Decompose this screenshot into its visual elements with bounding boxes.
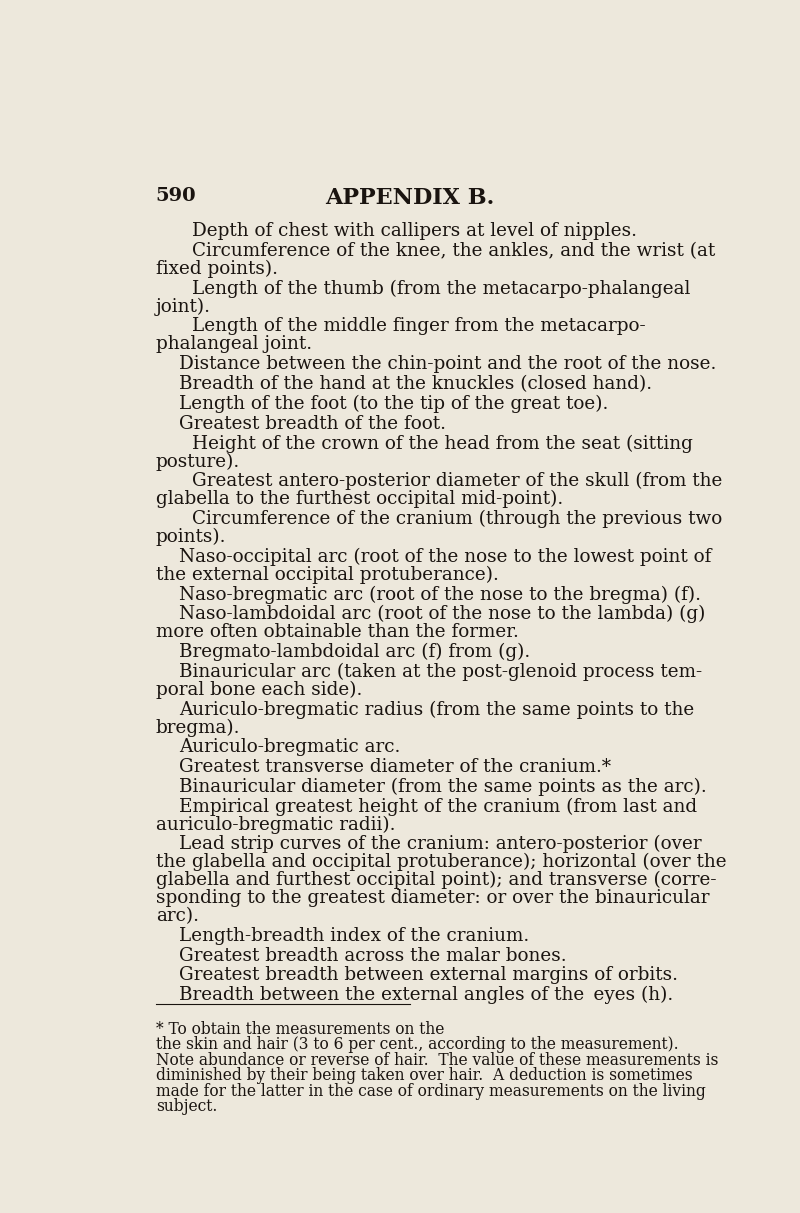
Text: joint).: joint). bbox=[156, 297, 211, 315]
Text: Height of the crown of the head from the seat (sitting: Height of the crown of the head from the… bbox=[192, 434, 693, 452]
Text: Length of the middle finger from the metacarpo-: Length of the middle finger from the met… bbox=[192, 318, 646, 336]
Text: the skin and hair (3 to 6 per cent., according to the measurement).: the skin and hair (3 to 6 per cent., acc… bbox=[156, 1036, 678, 1053]
Text: posture).: posture). bbox=[156, 452, 240, 471]
Text: Bregmato-lambdoidal arc (f) from (g).: Bregmato-lambdoidal arc (f) from (g). bbox=[179, 643, 530, 661]
Text: APPENDIX B.: APPENDIX B. bbox=[326, 187, 494, 209]
Text: poral bone each side).: poral bone each side). bbox=[156, 680, 362, 699]
Text: Depth of chest with callipers at level of nipples.: Depth of chest with callipers at level o… bbox=[192, 222, 637, 240]
Text: Auriculo-bregmatic radius (from the same points to the: Auriculo-bregmatic radius (from the same… bbox=[179, 700, 694, 718]
Text: subject.: subject. bbox=[156, 1098, 217, 1115]
Text: * To obtain the measurements on the: * To obtain the measurements on the bbox=[156, 1020, 449, 1037]
Text: more often obtainable than the former.: more often obtainable than the former. bbox=[156, 623, 518, 640]
Text: fixed points).: fixed points). bbox=[156, 260, 278, 278]
Text: made for the latter in the case of ordinary measurements on the living: made for the latter in the case of ordin… bbox=[156, 1082, 706, 1100]
Text: 590: 590 bbox=[156, 187, 197, 205]
Text: Empirical greatest height of the cranium (from last and: Empirical greatest height of the cranium… bbox=[179, 797, 698, 816]
Text: Breadth of the hand at the knuckles (closed hand).: Breadth of the hand at the knuckles (clo… bbox=[179, 375, 653, 393]
Text: Circumference of the cranium (through the previous two: Circumference of the cranium (through th… bbox=[192, 509, 722, 528]
Text: Note abundance or reverse of hair.  The value of these measurements is: Note abundance or reverse of hair. The v… bbox=[156, 1052, 718, 1069]
Text: Naso-bregmatic arc (root of the nose to the bregma) (f).: Naso-bregmatic arc (root of the nose to … bbox=[179, 586, 702, 604]
Text: Greatest breadth between external margins of orbits.: Greatest breadth between external margin… bbox=[179, 967, 678, 985]
Text: diminished by their being taken over hair.  A deduction is sometimes: diminished by their being taken over hai… bbox=[156, 1067, 693, 1084]
Text: Greatest antero-posterior diameter of the skull (from the: Greatest antero-posterior diameter of th… bbox=[192, 472, 722, 490]
Text: Length of the thumb (from the metacarpo-phalangeal: Length of the thumb (from the metacarpo-… bbox=[192, 280, 690, 298]
Text: points).: points). bbox=[156, 528, 226, 546]
Text: Lead strip curves of the cranium: antero-posterior (over: Lead strip curves of the cranium: antero… bbox=[179, 836, 702, 854]
Text: arc).: arc). bbox=[156, 907, 199, 926]
Text: the glabella and occipital protuberance); horizontal (over the: the glabella and occipital protuberance)… bbox=[156, 853, 726, 871]
Text: Circumference of the knee, the ankles, and the wrist (at: Circumference of the knee, the ankles, a… bbox=[192, 241, 715, 260]
Text: Distance between the chin-point and the root of the nose.: Distance between the chin-point and the … bbox=[179, 355, 717, 374]
Text: Length-breadth index of the cranium.: Length-breadth index of the cranium. bbox=[179, 927, 530, 945]
Text: Greatest breadth across the malar bones.: Greatest breadth across the malar bones. bbox=[179, 946, 567, 964]
Text: Length of the foot (to the tip of the great toe).: Length of the foot (to the tip of the gr… bbox=[179, 394, 609, 412]
Text: the external occipital protuberance).: the external occipital protuberance). bbox=[156, 565, 498, 583]
Text: Greatest transverse diameter of the cranium.*: Greatest transverse diameter of the cran… bbox=[179, 758, 611, 776]
Text: Naso-occipital arc (root of the nose to the lowest point of: Naso-occipital arc (root of the nose to … bbox=[179, 547, 712, 565]
Text: glabella and furthest occipital point); and transverse (corre-: glabella and furthest occipital point); … bbox=[156, 871, 716, 889]
Text: glabella to the furthest occipital mid-point).: glabella to the furthest occipital mid-p… bbox=[156, 490, 563, 508]
Text: phalangeal joint.: phalangeal joint. bbox=[156, 335, 312, 353]
Text: Greatest breadth of the foot.: Greatest breadth of the foot. bbox=[179, 415, 446, 433]
Text: Naso-lambdoidal arc (root of the nose to the lambda) (g): Naso-lambdoidal arc (root of the nose to… bbox=[179, 605, 706, 623]
Text: bregma).: bregma). bbox=[156, 718, 240, 736]
Text: auriculo-bregmatic radii).: auriculo-bregmatic radii). bbox=[156, 815, 395, 833]
Text: Binauricular diameter (from the same points as the arc).: Binauricular diameter (from the same poi… bbox=[179, 778, 707, 796]
Text: Binauricular arc (taken at the post-glenoid process tem-: Binauricular arc (taken at the post-glen… bbox=[179, 662, 702, 680]
Text: Breadth between the external angles of the eyes (h).: Breadth between the external angles of t… bbox=[179, 986, 674, 1004]
Text: Auriculo-bregmatic arc.: Auriculo-bregmatic arc. bbox=[179, 738, 401, 756]
Text: sponding to the greatest diameter: or over the binauricular: sponding to the greatest diameter: or ov… bbox=[156, 889, 710, 907]
